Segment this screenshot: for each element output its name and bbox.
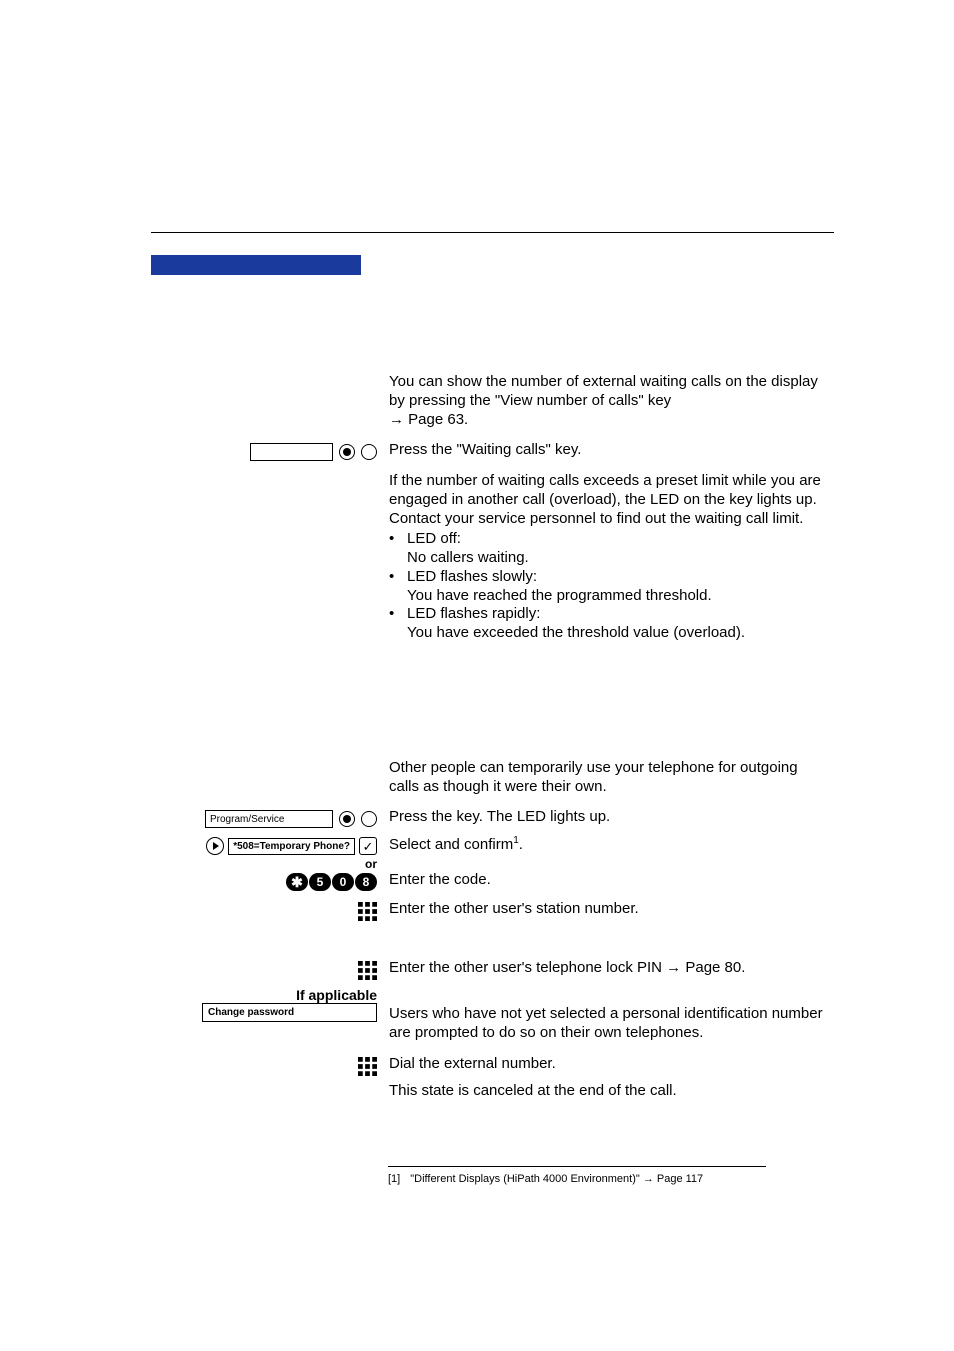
- pill-8: 8: [355, 873, 377, 891]
- led-outline-icon: [361, 444, 377, 460]
- led-rapid-title: LED flashes rapidly:: [407, 605, 540, 622]
- select-confirm-word: Select and confirm: [389, 836, 513, 853]
- keypad-icon: [148, 902, 377, 921]
- or-label: or: [148, 857, 377, 871]
- led-off-item: LED off: No callers waiting.: [407, 530, 824, 568]
- led-outline-icon: [361, 811, 377, 827]
- select-confirm-end: .: [519, 836, 523, 853]
- nav-right-icon: [206, 837, 224, 855]
- led-filled-icon: [339, 811, 355, 827]
- display-box: *508=Temporary Phone?: [228, 838, 355, 855]
- dial-external-text: Dial the external number.: [389, 1055, 824, 1074]
- footnote: [1] "Different Displays (HiPath 4000 Env…: [388, 1173, 824, 1185]
- enter-code-text: Enter the code.: [389, 871, 824, 890]
- change-password-text: Users who have not yet selected a person…: [389, 1005, 824, 1043]
- led-filled-icon: [339, 444, 355, 460]
- led-rapid-item: LED flashes rapidly: You have exceeded t…: [407, 605, 824, 643]
- change-password-display: Change password: [202, 1003, 377, 1022]
- confirm-icon: ✓: [359, 837, 377, 855]
- display-select-row: *508=Temporary Phone? ✓: [148, 837, 377, 855]
- keypad-icon: [148, 961, 377, 980]
- footnote-num: [1]: [388, 1173, 400, 1185]
- press-waiting-key: Press the "Waiting calls" key.: [389, 441, 824, 460]
- overload-text: If the number of waiting calls exceeds a…: [389, 472, 824, 528]
- enter-station-text: Enter the other user's station number.: [389, 900, 824, 919]
- program-service-key: Program/Service: [148, 810, 377, 828]
- led-status-list: LED off: No callers waiting. LED flashes…: [389, 530, 824, 643]
- led-slow-item: LED flashes slowly: You have reached the…: [407, 568, 824, 606]
- enter-pin-text: Enter the other user's telephone lock PI…: [389, 959, 824, 978]
- press-program-key: Press the key. The LED lights up.: [389, 808, 824, 827]
- keypad-icon: [148, 1057, 377, 1076]
- temp-phone-intro: Other people can temporarily use your te…: [389, 759, 824, 797]
- if-applicable-label: If applicable: [148, 987, 377, 1003]
- led-off-title: LED off:: [407, 530, 461, 547]
- program-service-label: Program/Service: [205, 810, 333, 828]
- waiting-calls-key: [148, 443, 377, 461]
- intro-line: You can show the number of external wait…: [389, 373, 818, 409]
- intro-ref: → Page 63.: [389, 411, 468, 428]
- step-bar: [151, 255, 361, 275]
- code-pills: ✱ 5 0 8: [148, 873, 377, 891]
- led-slow-desc: You have reached the programmed threshol…: [407, 587, 824, 606]
- footnote-rule: [388, 1166, 766, 1167]
- led-off-desc: No callers waiting.: [407, 549, 824, 568]
- state-canceled-text: This state is canceled at the end of the…: [389, 1082, 824, 1101]
- select-confirm-text: Select and confirm1.: [389, 835, 824, 855]
- led-slow-title: LED flashes slowly:: [407, 568, 537, 585]
- top-rule: [151, 232, 834, 233]
- footnote-text: "Different Displays (HiPath 4000 Environ…: [410, 1173, 703, 1185]
- led-rapid-desc: You have exceeded the threshold value (o…: [407, 624, 824, 643]
- pill-star: ✱: [286, 873, 308, 891]
- pill-5: 5: [309, 873, 331, 891]
- pill-0: 0: [332, 873, 354, 891]
- intro-text: You can show the number of external wait…: [389, 373, 824, 429]
- key-rectangle: [250, 443, 333, 461]
